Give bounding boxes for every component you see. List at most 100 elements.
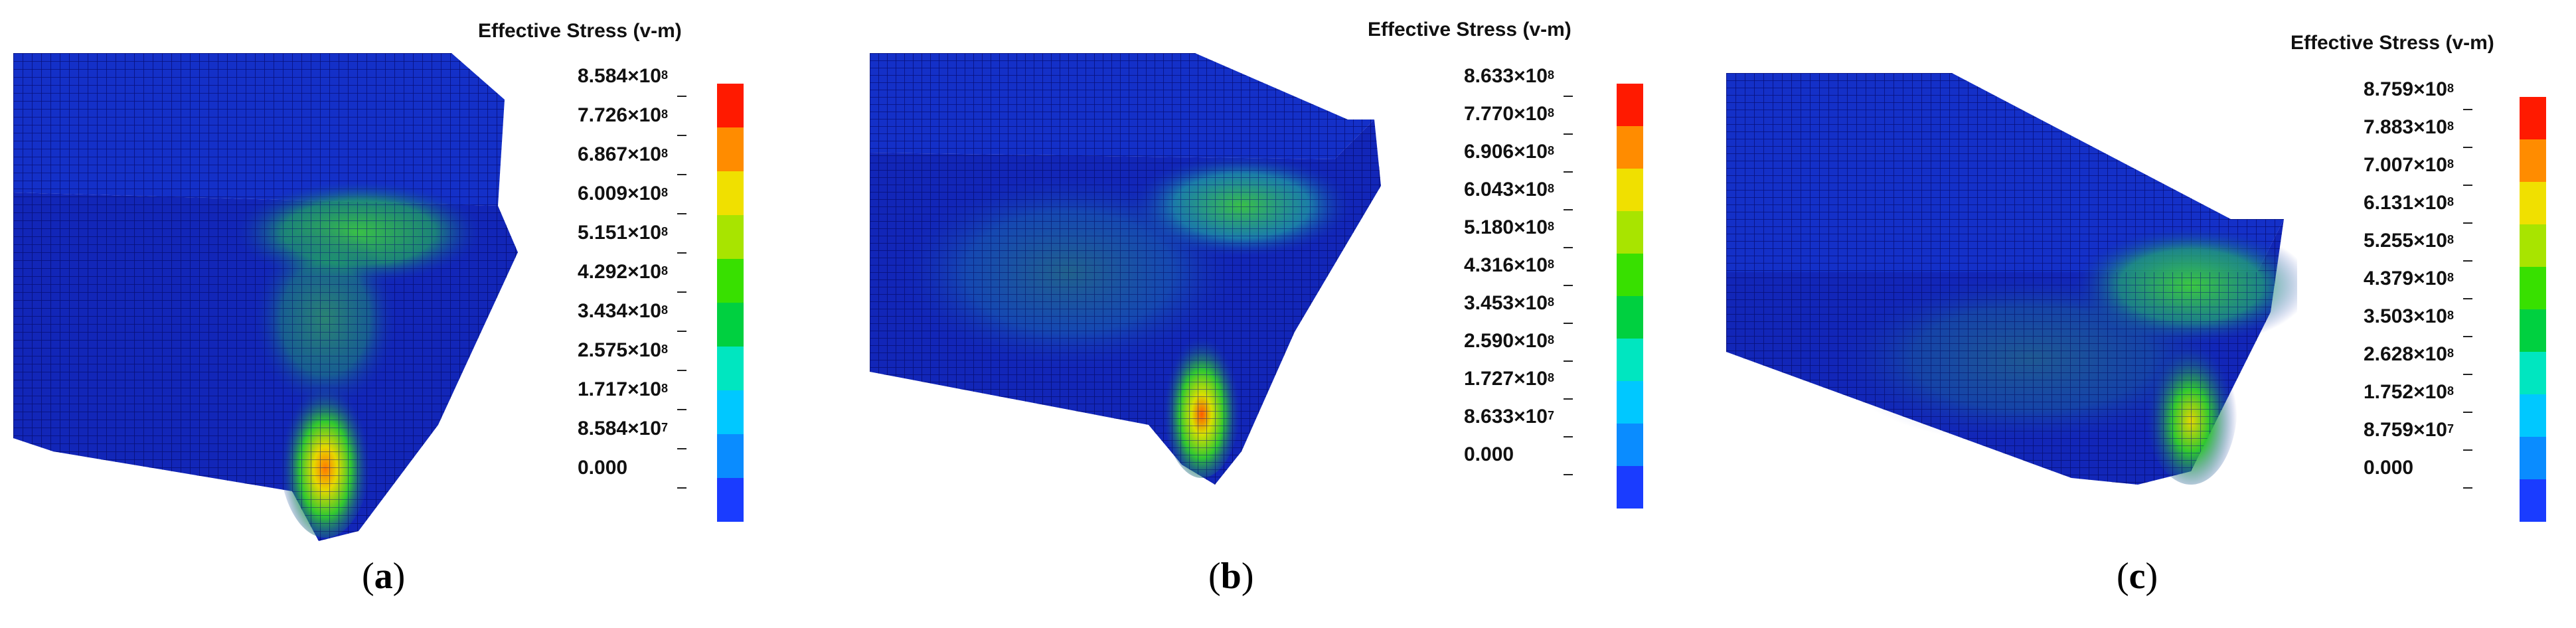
legend-value: 4.292×108	[578, 261, 668, 283]
legend-tick	[2463, 222, 2472, 224]
legend-tick	[1564, 171, 1573, 173]
legend-value: 5.180×108	[1464, 216, 1554, 238]
color-band	[1617, 254, 1643, 297]
legend-tick	[2463, 260, 2472, 262]
legend-tick	[2463, 147, 2472, 148]
legend-value: 6.043×108	[1464, 179, 1554, 200]
legend-value: 2.628×108	[2364, 343, 2454, 365]
legend-value: 8.759×107	[2364, 419, 2454, 441]
legend-value: 8.633×108	[1464, 65, 1554, 87]
color-scale-bar	[2520, 97, 2546, 522]
color-band	[717, 434, 744, 479]
legend-value: 7.726×108	[578, 104, 668, 126]
fem-mesh-a	[13, 53, 518, 541]
color-band	[2520, 139, 2546, 183]
caption-b: (b)	[1208, 556, 1254, 597]
legend-tick	[677, 291, 686, 293]
legend-tick	[2463, 412, 2472, 413]
legend-tick	[1564, 247, 1573, 248]
color-band	[717, 347, 744, 391]
legend-value: 7.007×108	[2364, 154, 2454, 176]
color-band	[2520, 97, 2546, 140]
legend-value: 6.009×108	[578, 183, 668, 204]
legend-value: 6.131×108	[2364, 192, 2454, 214]
caption-c: (c)	[2117, 556, 2158, 597]
color-band	[1617, 211, 1643, 254]
legend-value: 8.633×107	[1464, 406, 1554, 428]
legend-value: 7.883×108	[2364, 116, 2454, 138]
legend-tick	[677, 135, 686, 136]
legend-tick	[1564, 323, 1573, 324]
legend-tick	[1564, 436, 1573, 437]
legend-tick	[677, 174, 686, 175]
color-band	[1617, 169, 1643, 212]
legend-tick	[2463, 109, 2472, 110]
legend-tick	[677, 96, 686, 97]
caption-letter: c	[2129, 556, 2146, 597]
legend-tick	[677, 487, 686, 489]
legend-value: 3.503×108	[2364, 305, 2454, 327]
color-scale-bar	[1617, 84, 1643, 509]
panel-a: Effective Stress (v-m) 8.584×108 7.726×10…	[0, 0, 863, 628]
legend-tick	[2463, 487, 2472, 489]
color-band	[2520, 437, 2546, 480]
legend-tick	[677, 252, 686, 254]
color-band	[717, 390, 744, 435]
color-band	[717, 259, 744, 303]
legend-tick	[2463, 449, 2472, 451]
color-band	[1617, 339, 1643, 382]
color-band	[2520, 224, 2546, 268]
legend-tick	[2463, 374, 2472, 375]
color-band	[2520, 352, 2546, 395]
legend-value: 4.316×108	[1464, 254, 1554, 276]
legend-tick	[677, 370, 686, 371]
legend-value: 8.759×108	[2364, 78, 2454, 100]
color-band	[717, 127, 744, 172]
legend-tick	[1564, 96, 1573, 97]
caption-a: (a)	[362, 556, 406, 597]
legend-value: 0.000	[2364, 457, 2414, 479]
color-band	[717, 478, 744, 522]
legend-value: 3.434×108	[578, 300, 668, 322]
legend-value: 8.584×107	[578, 418, 668, 439]
color-band	[1617, 466, 1643, 509]
legend-value: 2.590×108	[1464, 330, 1554, 352]
legend-title: Effective Stress (v-m)	[2291, 32, 2494, 54]
legend-tick	[2463, 336, 2472, 337]
legend-value: 1.717×108	[578, 378, 668, 400]
color-band	[2520, 394, 2546, 437]
legend-value: 6.867×108	[578, 143, 668, 165]
color-band	[1617, 84, 1643, 127]
legend-title: Effective Stress (v-m)	[478, 20, 682, 42]
legend-tick	[1564, 285, 1573, 286]
fem-mesh-c	[1726, 73, 2297, 485]
legend-tick	[1564, 398, 1573, 400]
legend-value: 0.000	[1464, 443, 1514, 465]
legend-value: 7.770×108	[1464, 103, 1554, 125]
legend-value: 2.575×108	[578, 339, 668, 361]
legend-value: 8.584×108	[578, 65, 668, 87]
legend-value: 5.255×108	[2364, 230, 2454, 252]
color-band	[717, 171, 744, 216]
legend-tick	[1564, 474, 1573, 475]
color-scale-bar	[717, 84, 744, 522]
color-band	[1617, 296, 1643, 339]
legend-value: 3.453×108	[1464, 292, 1554, 314]
color-band	[1617, 424, 1643, 467]
color-band	[1617, 381, 1643, 424]
legend-value: 5.151×108	[578, 222, 668, 244]
legend-tick	[677, 213, 686, 214]
legend-tick	[1564, 209, 1573, 210]
legend-value: 1.727×108	[1464, 368, 1554, 390]
color-band	[2520, 182, 2546, 225]
color-band	[717, 84, 744, 128]
fem-mesh-b	[870, 53, 1381, 485]
color-band	[717, 215, 744, 260]
caption-letter: a	[374, 556, 393, 597]
legend-tick	[2463, 185, 2472, 186]
legend-tick	[2463, 298, 2472, 299]
panel-c: Effective Stress (v-m) 8.759×108 7.883×10…	[1726, 0, 2576, 628]
legend-tick	[1564, 360, 1573, 362]
color-band	[2520, 267, 2546, 310]
legend-tick	[1564, 133, 1573, 135]
